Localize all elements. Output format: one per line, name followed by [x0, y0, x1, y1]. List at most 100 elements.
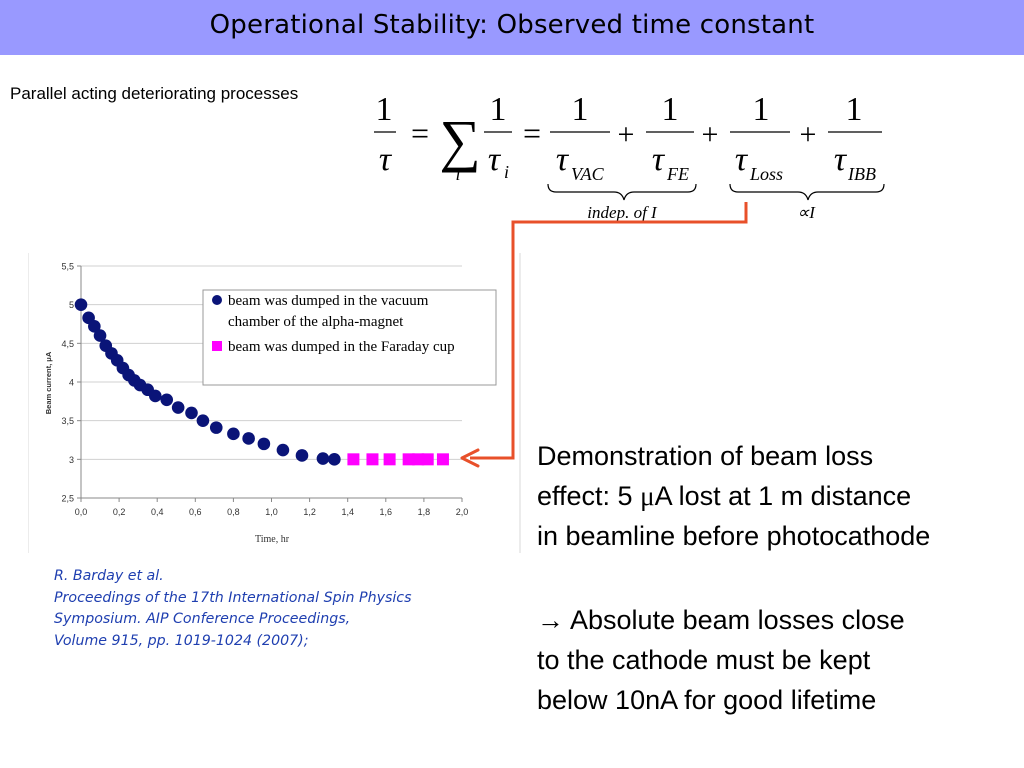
formula-tau-i: τ: [488, 141, 502, 178]
formula-equals-1: =: [411, 115, 429, 151]
x-tick-label: 0,2: [113, 507, 126, 517]
x-tick-labels: 0,0 0,2 0,4 0,6 0,8 1,0 1,2 1,4 1,6 1,8 2,0: [75, 507, 469, 517]
formula-sub-fe: FE: [666, 164, 689, 184]
formula-sum-index: i: [455, 164, 460, 184]
data-point-circle: [88, 320, 101, 333]
beam-current-chart: 2,5 3 3,5 4 4,5 5 5,5 0,0 0,2 0,4 0,6 0,8 1,0 1,2 1,4…: [28, 253, 521, 553]
data-point-circle: [148, 389, 162, 403]
data-point-circle: [227, 427, 240, 441]
legend-entry-text: chamber of the alpha-magnet: [228, 314, 404, 330]
conclusion-line-1-text: Absolute beam losses close: [564, 605, 905, 635]
citation-line-1: Proceedings of the 17th International Sp…: [54, 589, 412, 606]
y-tick-label: 5: [69, 300, 74, 310]
legend-box: [202, 289, 497, 386]
data-point-square: [347, 453, 360, 466]
data-point-square: [412, 453, 425, 466]
y-tick-label: 4,5: [61, 339, 74, 349]
formula-num-3: 1: [572, 91, 589, 128]
data-point-circle: [160, 393, 174, 407]
x-tick-label: 0,6: [189, 507, 202, 517]
formula-sub-loss: Loss: [749, 164, 783, 184]
data-point-square: [383, 453, 396, 466]
legend-entry-text: beam was dumped in the Faraday cup: [228, 339, 455, 355]
slide-title: Operational Stability: Observed time con…: [209, 10, 815, 40]
data-point-circle: [295, 449, 309, 462]
formula-tau-fe: τ: [652, 141, 666, 178]
conclusion-text: → Absolute beam losses close to the cath…: [537, 600, 905, 720]
formula-equals-2: =: [523, 115, 541, 151]
brace-right-label: ∝I: [797, 203, 816, 222]
data-point-square: [366, 453, 379, 466]
title-bar: [0, 0, 1024, 55]
y-tick-label: 4: [69, 378, 74, 388]
data-point-circle: [257, 437, 271, 451]
formula-plus-2: +: [702, 118, 719, 151]
x-tick-label: 1,0: [265, 507, 278, 517]
x-tick-label: 1,4: [341, 507, 354, 517]
demo-line-3: in beamline before photocathode: [537, 521, 931, 551]
formula-tau-vac: τ: [556, 141, 570, 178]
y-axis-label: Beam current, μA: [44, 351, 53, 414]
citation-line-3: Volume 915, pp. 1019-1024 (2007);: [54, 632, 309, 649]
demo-line-2-pre: effect: 5: [537, 481, 641, 511]
citation-authors: R. Barday et al.: [54, 568, 164, 584]
x-tick-label: 0,0: [75, 507, 88, 517]
y-tick-label: 3: [69, 455, 74, 465]
conclusion-line-2: to the cathode must be kept: [537, 645, 871, 675]
data-point-circle: [74, 298, 88, 311]
formula-plus-1: +: [618, 118, 635, 151]
brace-left-label: indep. of I: [587, 203, 658, 222]
x-axis-label: Time, hr: [255, 534, 290, 545]
underbrace-right: [729, 183, 885, 201]
y-tick-label: 2,5: [61, 494, 74, 504]
data-point-circle: [316, 452, 330, 465]
y-tick-labels: 2,5 3 3,5 4 4,5 5 5,5: [61, 262, 74, 504]
formula-sub-ibb: IBB: [847, 164, 876, 184]
formula-num-6: 1: [846, 91, 863, 128]
y-tick-label: 3,5: [61, 416, 74, 426]
x-tick-label: 0,8: [227, 507, 240, 517]
data-point-circle: [196, 414, 210, 427]
conclusion-line-3: below 10nA for good lifetime: [537, 685, 877, 715]
y-tick-label: 5,5: [61, 262, 74, 272]
slide-subtitle: Parallel acting deteriorating processes: [10, 84, 299, 103]
formula-num-5: 1: [753, 91, 770, 128]
data-point-circle: [171, 401, 185, 414]
formula-plus-3: +: [800, 118, 817, 151]
x-tick-label: 1,6: [380, 507, 393, 517]
formula-sub-vac: VAC: [571, 164, 605, 184]
demo-line-2: effect: 5 μA lost at 1 m distance: [537, 476, 930, 516]
data-point-circle: [209, 421, 223, 434]
formula-sub-i: i: [504, 162, 509, 182]
legend-marker-square: [212, 341, 222, 351]
lifetime-formula: 1 τ = ∑ i 1 τ i = 1 τ VAC + 1 τ FE + 1 τ…: [374, 91, 885, 222]
data-point-circle: [242, 432, 255, 445]
formula-sum: ∑: [439, 108, 480, 173]
data-point-circle: [93, 329, 107, 342]
chart-marks: [74, 298, 449, 466]
demonstration-text: Demonstration of beam loss effect: 5 μA …: [537, 436, 930, 556]
chart-legend: beam was dumped in the vacuum chamber of …: [202, 289, 497, 386]
formula-num-1: 1: [376, 91, 393, 128]
data-point-circle: [328, 453, 341, 466]
formula-num-4: 1: [662, 91, 679, 128]
x-tick-label: 1,2: [303, 507, 316, 517]
mu-symbol: μ: [640, 481, 655, 511]
citation: R. Barday et al. Proceedings of the 17th…: [54, 566, 412, 652]
x-tick-label: 1,8: [418, 507, 431, 517]
formula-num-2: 1: [490, 91, 507, 128]
underbrace-left: [547, 183, 697, 201]
data-point-square: [436, 453, 449, 466]
demo-line-2-post: A lost at 1 m distance: [654, 481, 912, 511]
demo-line-1: Demonstration of beam loss: [537, 441, 874, 471]
conclusion-line-1: → Absolute beam losses close: [537, 600, 905, 640]
formula-tau: τ: [379, 141, 393, 178]
right-arrow-icon: →: [537, 605, 564, 635]
data-point-circle: [185, 406, 198, 420]
data-point-circle: [276, 443, 290, 457]
formula-tau-loss: τ: [735, 141, 749, 178]
data-point-square: [421, 453, 434, 466]
data-point-square: [402, 453, 415, 466]
x-tick-label: 2,0: [456, 507, 469, 517]
citation-line-2: Symposium. AIP Conference Proceedings,: [54, 611, 351, 627]
